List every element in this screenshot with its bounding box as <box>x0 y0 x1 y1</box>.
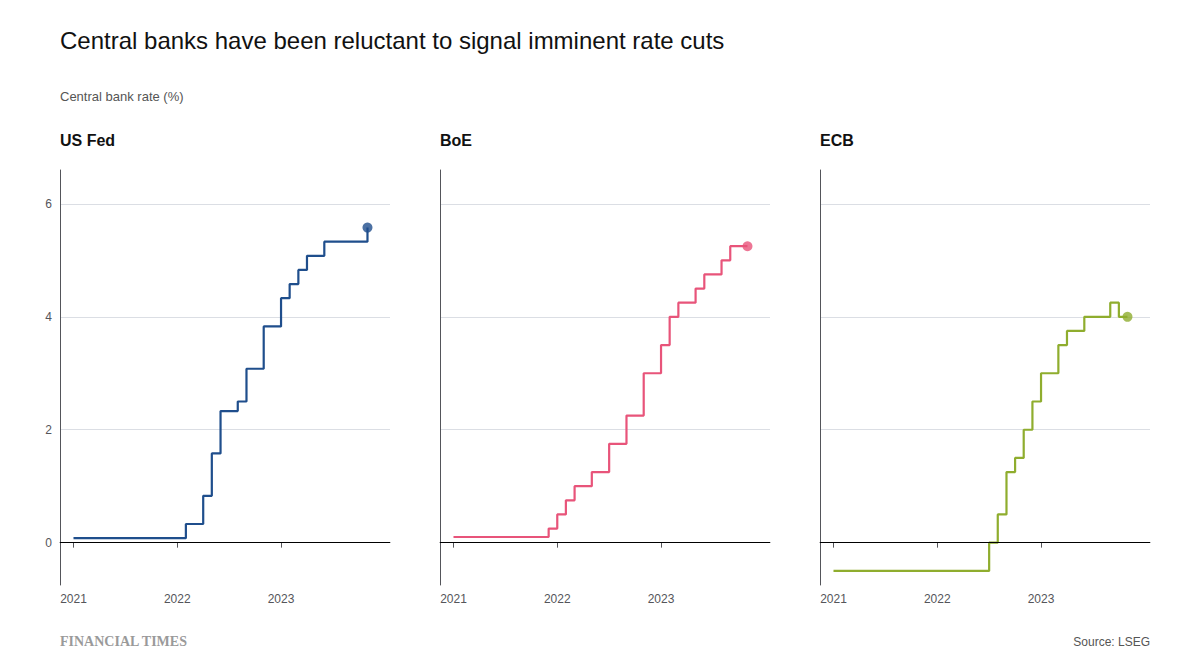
svg-text:6: 6 <box>45 197 52 211</box>
svg-text:ECB: ECB <box>820 132 854 149</box>
svg-text:2021: 2021 <box>440 592 467 606</box>
svg-text:0: 0 <box>45 536 52 550</box>
svg-text:Central bank rate (%): Central bank rate (%) <box>60 89 184 104</box>
svg-text:US Fed: US Fed <box>60 132 115 149</box>
svg-text:2: 2 <box>45 423 52 437</box>
svg-text:BoE: BoE <box>440 132 472 149</box>
svg-text:2022: 2022 <box>164 592 191 606</box>
svg-text:2021: 2021 <box>820 592 847 606</box>
svg-text:Source: LSEG: Source: LSEG <box>1073 635 1150 649</box>
svg-text:4: 4 <box>45 310 52 324</box>
svg-text:2023: 2023 <box>648 592 675 606</box>
svg-text:2022: 2022 <box>924 592 951 606</box>
svg-text:2021: 2021 <box>60 592 87 606</box>
svg-text:FINANCIAL TIMES: FINANCIAL TIMES <box>60 634 187 649</box>
svg-text:2022: 2022 <box>544 592 571 606</box>
svg-text:2023: 2023 <box>1028 592 1055 606</box>
svg-text:2023: 2023 <box>268 592 295 606</box>
svg-text:Central banks have been reluct: Central banks have been reluctant to sig… <box>60 27 724 54</box>
